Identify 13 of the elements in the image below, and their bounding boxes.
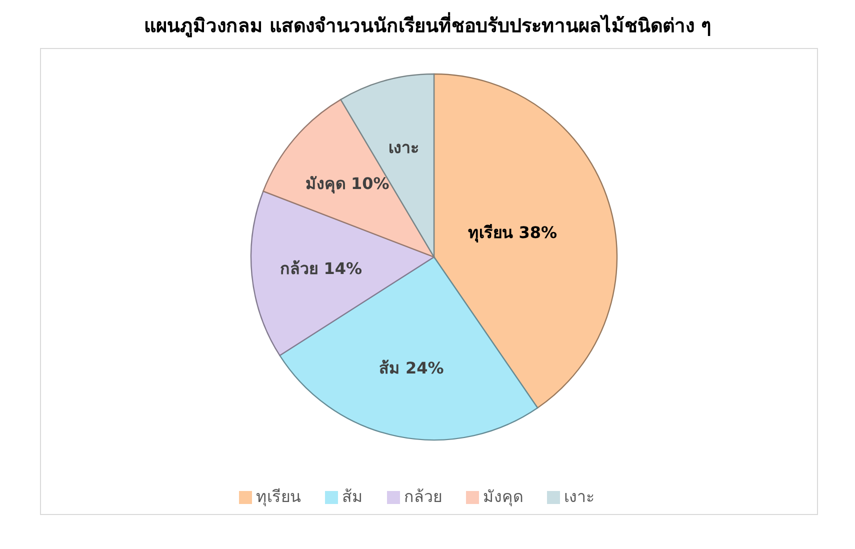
pie-slice xyxy=(279,256,538,441)
data-label: เงาะ xyxy=(388,138,420,158)
data-label: ทุเรียน 38% xyxy=(468,223,558,244)
legend-label: ส้ม xyxy=(342,487,363,506)
legend-label: มังคุด xyxy=(483,487,523,506)
chart-title: แผนภูมิวงกลม แสดงจำนวนนักเรียนที่ชอบรับประทานผลไม้ชนิดต่าง ๆ xyxy=(142,11,712,40)
data-label: กล้วย 14% xyxy=(280,258,362,278)
legend-label: ทุเรียน xyxy=(256,487,301,506)
legend-label: เงาะ xyxy=(564,487,595,506)
data-label: มังคุด 10% xyxy=(305,174,390,194)
data-label: ส้ม 24% xyxy=(378,358,444,378)
pie-slice xyxy=(262,98,435,258)
legend-label: กล้วย xyxy=(404,487,442,506)
